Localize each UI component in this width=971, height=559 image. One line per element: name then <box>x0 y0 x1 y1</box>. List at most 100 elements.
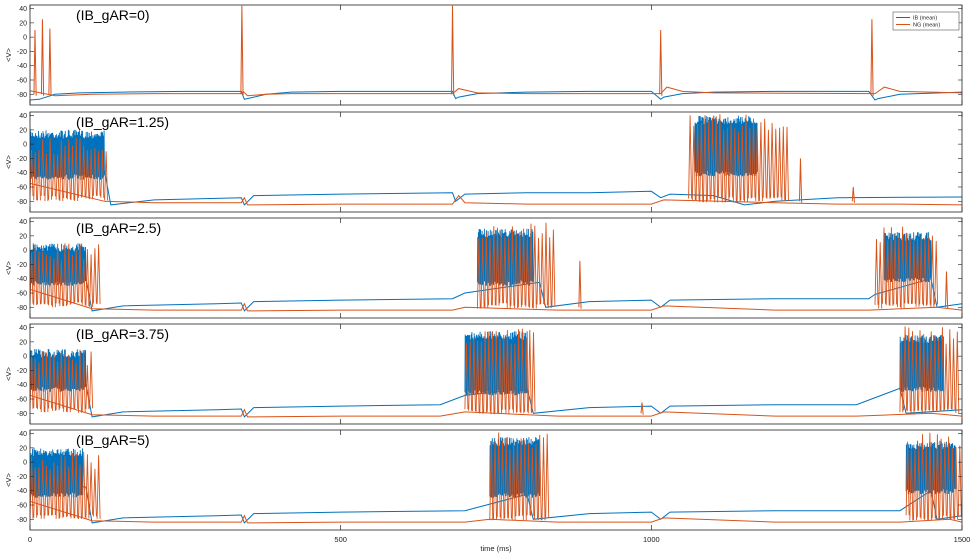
xtick-label-2: 1000 <box>643 535 660 544</box>
series-line-ng-4 <box>30 500 962 524</box>
panel-3: -80 -60 -40 -20 0 20 40 <V> (IB_gAR=3.75) <box>4 323 963 425</box>
ng-spike-3-0 <box>640 402 644 415</box>
ng-spike-0-2 <box>48 28 52 96</box>
ng-burst-1-0 <box>30 137 108 202</box>
x-axis-label: time (ms) <box>480 544 512 553</box>
ytick-label-4-1: -60 <box>17 503 27 510</box>
xtick-label-3: 1500 <box>954 535 971 544</box>
ytick-label-0-4: 0 <box>23 35 27 42</box>
legend: IB (mean)NG (mean) <box>892 11 960 31</box>
ytick-label-0-3: -20 <box>17 49 27 56</box>
ytick-label-3-3: -20 <box>17 368 27 375</box>
ytick-label-1-5: 20 <box>19 127 27 134</box>
ytick-label-1-3: -20 <box>17 156 27 163</box>
ng-burst-2-0 <box>30 243 101 308</box>
legend-entry-1: NG (mean) <box>913 23 940 29</box>
ytick-label-2-1: -60 <box>17 291 27 298</box>
y-axis-label-1: <V> <box>4 155 13 169</box>
panel-frame-1 <box>29 111 963 213</box>
panel-1: -80 -60 -40 -20 0 20 40 <V> (IB_gAR=1.25) <box>4 111 963 213</box>
ytick-label-1-1: -60 <box>17 185 27 192</box>
ng-burst-3-2 <box>899 326 960 415</box>
ytick-label-0-2: -40 <box>17 63 27 70</box>
ytick-label-1-4: 0 <box>23 142 27 149</box>
ytick-label-2-3: -20 <box>17 262 27 269</box>
ng-spike-2-1 <box>944 271 949 309</box>
ng-burst-4-0 <box>30 451 101 520</box>
panels-group: -80-60-40-2002040<V>(IB_gAR=0)-80-60-40-… <box>4 4 963 531</box>
ng-spike-2-0 <box>578 260 582 309</box>
ytick-label-0-6: 40 <box>19 6 27 13</box>
ng-spike-0-0 <box>33 29 37 96</box>
ng-spike-0-6 <box>870 19 874 96</box>
ytick-label-0-0: -80 <box>17 92 27 99</box>
ng-spike-0-3 <box>240 5 244 96</box>
ng-burst-4-2 <box>905 432 962 521</box>
panel-label-2: (IB_gAR=2.5) <box>76 220 161 236</box>
ytick-label-2-5: 20 <box>19 233 27 240</box>
plot-area-1 <box>30 114 962 206</box>
ytick-label-2-0: -80 <box>17 305 27 312</box>
panel-0: -80 -60 -40 -20 0 20 40 <V> (IB_gAR=0) <box>4 4 963 106</box>
ng-spike-0-5 <box>659 29 663 96</box>
ytick-label-0-1: -60 <box>17 78 27 85</box>
ytick-label-1-0: -80 <box>17 199 27 206</box>
ytick-label-3-6: 40 <box>19 325 27 332</box>
ytick-label-2-4: 0 <box>23 248 27 255</box>
ib-burst-2-1 <box>476 228 534 286</box>
panel-2: -80 -60 -40 -20 0 20 40 <V> (IB_gAR=2.5) <box>4 217 963 319</box>
panel-label-1: (IB_gAR=1.25) <box>76 114 169 130</box>
panel-frame-3 <box>29 323 963 425</box>
panel-frame-2 <box>29 217 963 319</box>
panel-frame-0 <box>29 4 963 106</box>
series-line-ng-1 <box>30 182 962 206</box>
ng-spike-0-1 <box>40 19 45 96</box>
plot-area-3 <box>30 326 962 418</box>
plot-area-0 <box>30 5 962 101</box>
ytick-label-2-2: -40 <box>17 276 27 283</box>
ytick-label-1-6: 40 <box>19 113 27 120</box>
ytick-label-4-6: 40 <box>19 431 27 438</box>
ytick-label-4-0: -80 <box>17 517 27 524</box>
y-axis-label-3: <V> <box>4 367 13 381</box>
ytick-label-4-4: 0 <box>23 460 27 467</box>
ng-burst-2-2 <box>874 226 939 309</box>
series-line-ng-3 <box>30 394 962 418</box>
plot-area-4 <box>30 432 962 524</box>
series-line-ib-1 <box>30 168 962 206</box>
ytick-label-3-2: -40 <box>17 382 27 389</box>
y-axis-label-0: <V> <box>4 48 13 62</box>
ytick-label-3-4: 0 <box>23 354 27 361</box>
series-line-ng-2 <box>30 288 962 312</box>
panel-label-4: (IB_gAR=5) <box>76 432 150 448</box>
panel-4: -80 -60 -40 -20 0 20 40 <V> (IB_gAR=5) <box>4 429 963 531</box>
ng-burst-4-1 <box>489 432 550 521</box>
series-line-ng-0 <box>30 86 962 97</box>
series-line-ib-0 <box>30 90 962 101</box>
series-line-ib-3 <box>30 377 962 418</box>
xtick-label-0: 0 <box>28 535 32 544</box>
panel-label-3: (IB_gAR=3.75) <box>76 326 169 342</box>
ng-burst-2-1 <box>476 222 556 309</box>
legend-entry-0: IB (mean) <box>913 16 937 22</box>
ng-spike-0-4 <box>451 5 455 96</box>
ytick-label-4-2: -40 <box>17 488 27 495</box>
ytick-label-3-0: -80 <box>17 411 27 418</box>
ytick-label-4-3: -20 <box>17 474 27 481</box>
y-axis-label-4: <V> <box>4 473 13 487</box>
ytick-label-0-5: 20 <box>19 20 27 27</box>
ytick-label-3-1: -60 <box>17 397 27 404</box>
ib-burst-1-0 <box>30 129 105 180</box>
ytick-label-3-5: 20 <box>19 339 27 346</box>
panel-label-0: (IB_gAR=0) <box>76 7 150 23</box>
panel-frame-4 <box>29 429 963 531</box>
ng-burst-3-1 <box>464 328 536 415</box>
y-axis-label-2: <V> <box>4 261 13 275</box>
plot-area-2 <box>30 222 962 312</box>
ytick-label-2-6: 40 <box>19 219 27 226</box>
ytick-label-4-5: 20 <box>19 445 27 452</box>
xtick-label-1: 500 <box>334 535 347 544</box>
ytick-label-1-2: -40 <box>17 170 27 177</box>
x-axis: time (ms) 0 500 1000 1500 <box>28 535 970 553</box>
